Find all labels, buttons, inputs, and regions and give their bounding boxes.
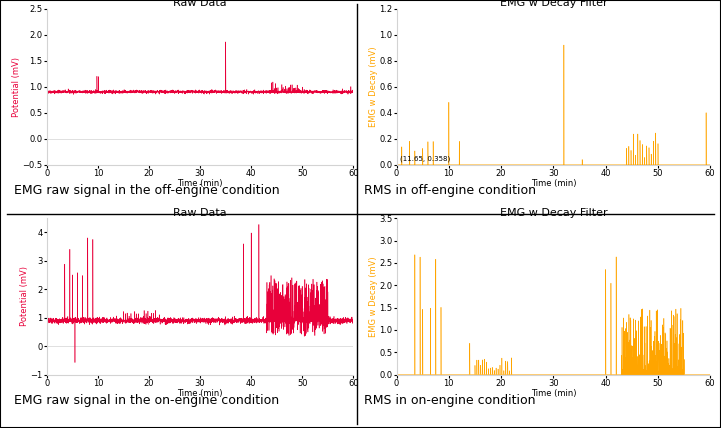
Text: EMG raw signal in the on-engine condition: EMG raw signal in the on-engine conditio… [14, 394, 280, 407]
Y-axis label: EMG w Decay (mV): EMG w Decay (mV) [368, 256, 378, 337]
Title: EMG w Decay Filter: EMG w Decay Filter [500, 208, 607, 217]
Title: Raw Data: Raw Data [173, 208, 227, 217]
Y-axis label: EMG w Decay (mV): EMG w Decay (mV) [368, 46, 378, 127]
Text: (11.65, 0.358): (11.65, 0.358) [399, 155, 450, 162]
Title: Raw Data: Raw Data [173, 0, 227, 8]
Y-axis label: Potential (mV): Potential (mV) [20, 266, 29, 327]
Text: RMS in on-engine condition: RMS in on-engine condition [364, 394, 536, 407]
Y-axis label: Potential (mV): Potential (mV) [12, 56, 21, 117]
X-axis label: Time (min): Time (min) [177, 179, 223, 188]
X-axis label: Time (min): Time (min) [177, 389, 223, 398]
Text: EMG raw signal in the off-engine condition: EMG raw signal in the off-engine conditi… [14, 184, 280, 197]
Title: EMG w Decay Filter: EMG w Decay Filter [500, 0, 607, 8]
X-axis label: Time (min): Time (min) [531, 389, 576, 398]
X-axis label: Time (min): Time (min) [531, 179, 576, 188]
Text: RMS in off-engine condition: RMS in off-engine condition [364, 184, 536, 197]
